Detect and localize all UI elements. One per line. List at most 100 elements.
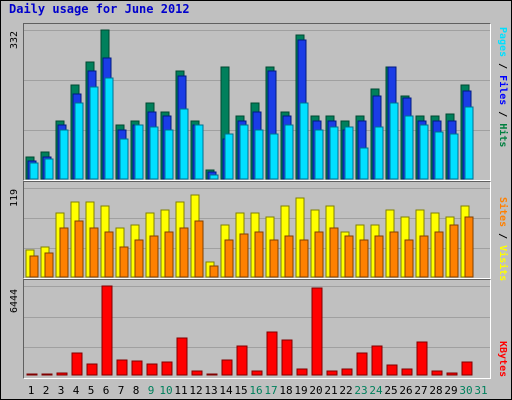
bar-pages-day-29 [449, 133, 459, 180]
bar-kbytes-day-8 [131, 360, 143, 376]
x-tick-label: 6 [103, 384, 110, 397]
x-tick-label: 20 [309, 384, 322, 397]
bar-kbytes-day-18 [281, 339, 293, 376]
bar-sites-day-22 [344, 235, 354, 278]
x-tick-label: 15 [234, 384, 247, 397]
x-tick-label: 19 [294, 384, 307, 397]
bar-pages-day-7 [119, 138, 129, 180]
bar-kbytes-day-30 [461, 361, 473, 376]
bar-sites-day-16 [254, 231, 264, 278]
bar-sites-day-1 [29, 255, 39, 278]
bar-sites-day-28 [434, 231, 444, 278]
x-tick-label: 18 [279, 384, 292, 397]
bar-pages-day-13 [209, 174, 219, 180]
x-tick-label: 16 [249, 384, 262, 397]
x-tick-label: 9 [148, 384, 155, 397]
bar-kbytes-day-1 [26, 373, 38, 376]
bar-kbytes-day-16 [251, 370, 263, 376]
bar-kbytes-day-11 [176, 337, 188, 376]
bar-pages-day-26 [404, 115, 414, 180]
bar-kbytes-day-29 [446, 372, 458, 376]
bar-kbytes-day-24 [371, 345, 383, 376]
bar-kbytes-day-26 [401, 368, 413, 376]
bar-kbytes-day-22 [341, 368, 353, 376]
bar-pages-day-23 [359, 147, 369, 180]
legend-sites: Sites [497, 197, 508, 228]
x-tick-label: 3 [58, 384, 65, 397]
bar-kbytes-day-28 [431, 370, 443, 376]
x-tick-label: 10 [159, 384, 172, 397]
ymax-visits: 119 [9, 188, 20, 207]
bar-kbytes-day-12 [191, 370, 203, 376]
legend-pages: Pages [497, 27, 508, 58]
x-tick-label: 4 [73, 384, 80, 397]
bar-pages-day-8 [134, 124, 144, 180]
x-tick-label: 24 [369, 384, 383, 397]
legend-visits: Visits [497, 245, 508, 282]
bar-kbytes-day-6 [101, 285, 113, 376]
bar-kbytes-day-23 [356, 352, 368, 376]
panel-hits-files-pages [23, 23, 491, 181]
bar-pages-day-2 [44, 158, 54, 180]
x-tick-label: 27 [414, 384, 427, 397]
bar-sites-day-7 [119, 246, 129, 278]
bar-sites-day-29 [449, 224, 459, 278]
bar-pages-day-21 [329, 126, 339, 180]
x-tick-label: 22 [339, 384, 352, 397]
bar-sites-day-12 [194, 220, 204, 278]
x-tick-label: 7 [118, 384, 125, 397]
bar-sites-day-18 [284, 235, 294, 278]
x-tick-label: 31 [474, 384, 487, 397]
bar-kbytes-day-10 [161, 361, 173, 376]
x-tick-label: 30 [459, 384, 472, 397]
legend-kbytes: KBytes [497, 341, 508, 377]
bar-pages-day-28 [434, 131, 444, 180]
bar-kbytes-day-17 [266, 331, 278, 376]
bar-pages-day-14 [224, 133, 234, 180]
bar-sites-day-20 [314, 231, 324, 278]
bar-pages-day-27 [419, 124, 429, 180]
legend-kbytes-label: KBytes [497, 341, 508, 378]
bar-sites-day-14 [224, 239, 234, 278]
legend-visits-sites: Sites / Visits [497, 197, 508, 282]
bar-sites-day-27 [419, 235, 429, 278]
bar-pages-day-15 [239, 124, 249, 180]
bar-sites-day-10 [164, 231, 174, 278]
bar-pages-day-25 [389, 102, 399, 180]
x-tick-label: 26 [399, 384, 412, 397]
bar-sites-day-30 [464, 216, 474, 278]
bar-sites-day-11 [179, 227, 189, 278]
bar-kbytes-day-5 [86, 363, 98, 376]
bar-kbytes-day-3 [56, 372, 68, 376]
bar-pages-day-20 [314, 129, 324, 180]
x-axis-labels: 1 2 3 4 5 6 7 8 9 10 11 12 13 14 15 16 17 18 19 20 21 22 23 24 2… [28, 384, 488, 397]
bar-pages-day-5 [89, 86, 99, 180]
x-tick-label: 23 [354, 384, 367, 397]
bar-sites-day-15 [239, 233, 249, 278]
x-tick-label: 13 [204, 384, 217, 397]
bar-sites-day-19 [299, 239, 309, 278]
bar-pages-day-24 [374, 126, 384, 180]
bar-sites-day-21 [329, 227, 339, 278]
bar-kbytes-day-13 [206, 373, 218, 376]
ymax-kbytes: 6444 [9, 288, 20, 313]
bar-sites-day-25 [389, 231, 399, 278]
bar-pages-day-19 [299, 102, 309, 180]
bar-pages-day-3 [59, 129, 69, 180]
x-tick-label: 28 [429, 384, 442, 397]
x-tick-label: 5 [88, 384, 95, 397]
kbytes-plot [24, 285, 490, 376]
x-tick-label: 8 [133, 384, 140, 397]
bar-kbytes-day-14 [221, 359, 233, 376]
bar-pages-day-12 [194, 124, 204, 180]
bar-kbytes-day-15 [236, 345, 248, 376]
bar-sites-day-17 [269, 239, 279, 278]
x-tick-label: 21 [324, 384, 337, 397]
panel-visits-sites [23, 181, 491, 279]
legend-hits-files-pages: Pages / Files / Hits [497, 27, 508, 148]
bar-kbytes-day-20 [311, 287, 323, 376]
ymax-hits: 332 [9, 30, 20, 49]
bar-kbytes-day-27 [416, 341, 428, 376]
bar-kbytes-day-7 [116, 359, 128, 376]
